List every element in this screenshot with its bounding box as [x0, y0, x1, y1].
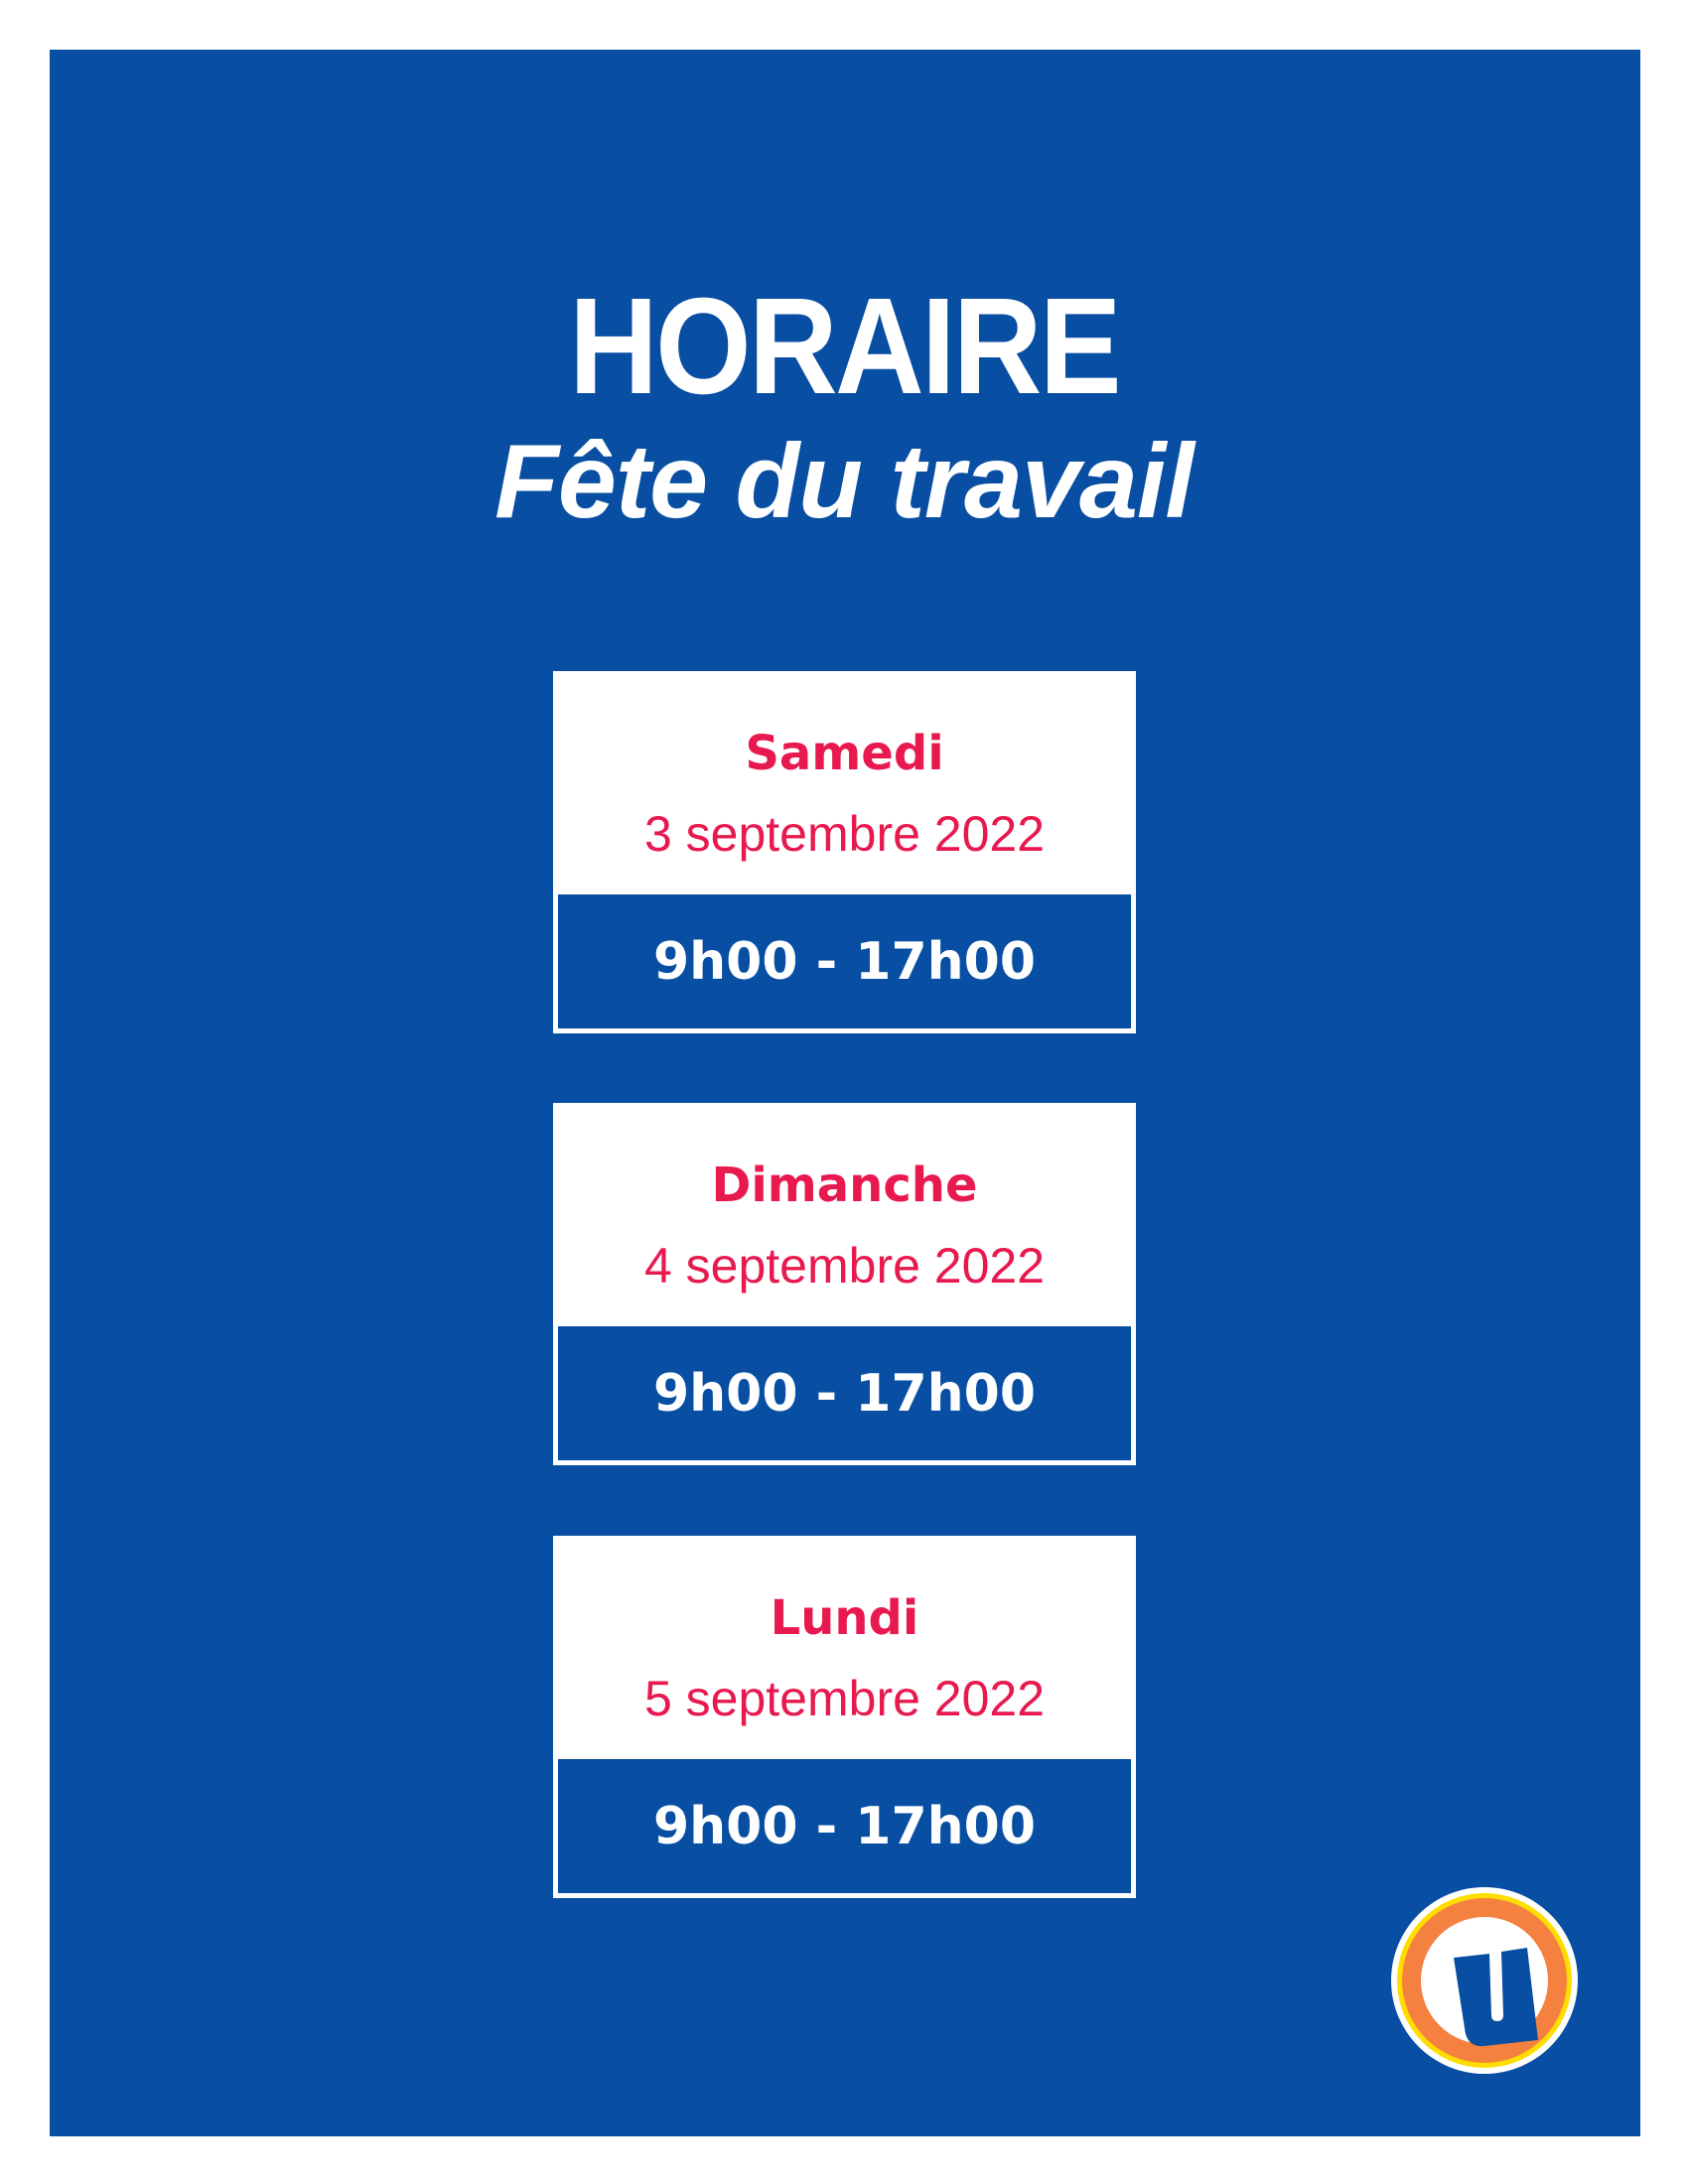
date-label: 3 septembre 2022: [643, 806, 1046, 862]
hours-label: 9h00 - 17h00: [558, 1759, 1131, 1893]
u-circle-logo-icon: [1391, 1887, 1578, 2074]
date-label: 5 septembre 2022: [643, 1671, 1046, 1726]
schedule-card-sunday: Dimanche 4 septembre 2022 9h00 - 17h00: [553, 1103, 1136, 1465]
date-label: 4 septembre 2022: [643, 1238, 1046, 1294]
hours-label: 9h00 - 17h00: [558, 1326, 1131, 1460]
day-label: Lundi: [770, 1590, 919, 1646]
schedule-card-saturday: Samedi 3 septembre 2022 9h00 - 17h00: [553, 671, 1136, 1033]
page-title: HORAIRE: [569, 270, 1122, 423]
day-label: Samedi: [745, 726, 944, 781]
page-subtitle: Fête du travail: [494, 423, 1195, 540]
day-label: Dimanche: [711, 1158, 978, 1213]
hours-label: 9h00 - 17h00: [558, 894, 1131, 1028]
schedule-card-monday: Lundi 5 septembre 2022 9h00 - 17h00: [553, 1536, 1136, 1898]
